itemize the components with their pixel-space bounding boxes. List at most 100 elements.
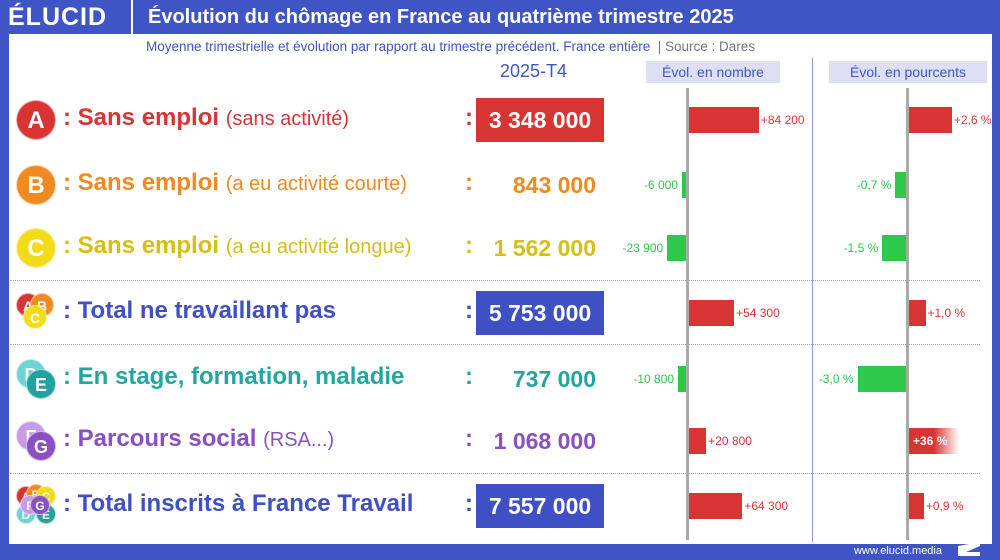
pct-label: +2,6 % bbox=[953, 113, 992, 127]
table-row: B: Sans emploi (a eu activité courte):84… bbox=[0, 159, 1000, 219]
row-label-main: : Parcours social bbox=[63, 425, 257, 452]
delta-label: -23 900 bbox=[622, 241, 664, 255]
category-badge: FG bbox=[16, 421, 56, 461]
row-label: : Parcours social (RSA...) bbox=[63, 425, 334, 453]
pct-bar bbox=[909, 300, 926, 326]
row-label-main: : Sans emploi bbox=[63, 169, 220, 196]
row-value: 1 562 000 bbox=[493, 235, 596, 261]
pct-label: +36 % bbox=[913, 434, 948, 448]
row-separator bbox=[10, 473, 980, 474]
colon: : bbox=[465, 232, 473, 259]
pct-bar bbox=[857, 366, 907, 392]
delta-label: +54 300 bbox=[736, 306, 780, 320]
period-header: 2025-T4 bbox=[500, 61, 568, 81]
pct-label: +1,0 % bbox=[927, 306, 966, 320]
delta-bar bbox=[689, 428, 707, 454]
badge-e: E bbox=[26, 369, 56, 399]
delta-bar bbox=[682, 172, 687, 198]
delta-label: +64 300 bbox=[744, 499, 789, 513]
delta-label: -10 800 bbox=[633, 372, 675, 386]
colon: : bbox=[465, 297, 473, 324]
header: ÉLUCID Évolution du chômage en France au… bbox=[0, 0, 1000, 34]
pct-bar bbox=[909, 107, 952, 133]
row-label-main: : Total inscrits à France Travail bbox=[63, 490, 414, 517]
row-label: : Sans emploi (a eu activité longue) bbox=[63, 232, 411, 260]
table-row: C: Sans emploi (a eu activité longue):1 … bbox=[0, 222, 1000, 282]
colon: : bbox=[465, 490, 473, 517]
col-header-number: Évol. en nombre bbox=[646, 61, 780, 83]
pct-label: -3,0 % bbox=[818, 372, 854, 386]
category-badge: B bbox=[16, 165, 56, 205]
table-row: ABC : Total ne travaillant pas :5 753 000… bbox=[0, 287, 1000, 347]
category-badge: ABCDEFG bbox=[16, 484, 56, 526]
category-badge: A bbox=[16, 100, 56, 140]
row-label-sub: (RSA...) bbox=[263, 429, 335, 451]
row-label-sub: (a eu activité courte) bbox=[225, 173, 407, 195]
source: Source : Dares bbox=[665, 39, 756, 54]
pct-label: +0,9 % bbox=[925, 499, 964, 513]
row-label: : En stage, formation, maladie bbox=[63, 363, 404, 391]
delta-label: +84 200 bbox=[760, 113, 805, 127]
pct-bar bbox=[895, 172, 907, 198]
subtitle: Moyenne trimestrielle et évolution par r… bbox=[146, 39, 755, 54]
delta-bar bbox=[689, 493, 743, 519]
zero-axis-percent bbox=[906, 88, 909, 540]
row-label-main: : En stage, formation, maladie bbox=[63, 363, 405, 390]
badge-c: C bbox=[16, 228, 56, 268]
badge-b: B bbox=[16, 165, 56, 205]
row-value: 843 000 bbox=[512, 172, 596, 198]
category-badge: ABC bbox=[16, 293, 56, 333]
header-divider bbox=[131, 0, 133, 34]
colon: : bbox=[465, 363, 473, 390]
pct-bar bbox=[882, 235, 907, 261]
pct-bar bbox=[909, 428, 959, 454]
badge-a: A bbox=[16, 100, 56, 140]
table-row: DE : En stage, formation, maladie : 737 00… bbox=[0, 353, 1000, 413]
table-row: FG: Parcours social (RSA...):1 068 000+2… bbox=[0, 415, 1000, 475]
row-separator bbox=[10, 344, 980, 345]
colon: : bbox=[465, 104, 473, 131]
badge-g: G bbox=[30, 495, 50, 515]
column-divider bbox=[812, 58, 813, 542]
row-value: 737 000 bbox=[512, 366, 596, 392]
col-header-percent: Évol. en pourcents bbox=[829, 61, 987, 83]
row-label: : Sans emploi (a eu activité courte) bbox=[63, 169, 407, 197]
category-badge: C bbox=[16, 228, 56, 268]
row-value: 7 557 000 bbox=[476, 484, 604, 528]
table-row: ABCDEFG : Total inscrits à France Travail… bbox=[0, 480, 1000, 540]
row-label-main: : Total ne travaillant pas bbox=[63, 297, 336, 324]
row-separator bbox=[10, 280, 980, 281]
row-value: 5 753 000 bbox=[476, 291, 604, 335]
table-row: A: Sans emploi (sans activité):3 348 000… bbox=[0, 94, 1000, 154]
row-label-main: : Sans emploi bbox=[63, 232, 220, 259]
elucid-flag-icon bbox=[958, 542, 980, 556]
delta-label: +20 800 bbox=[708, 434, 752, 448]
row-label: : Sans emploi (sans activité) bbox=[63, 104, 349, 132]
page-title: Évolution du chômage en France au quatri… bbox=[148, 6, 734, 28]
row-label-sub: (sans activité) bbox=[225, 108, 350, 130]
pct-label: -1,5 % bbox=[843, 241, 879, 255]
pct-bar bbox=[909, 493, 924, 519]
category-badge: DE bbox=[16, 359, 56, 399]
badge-g: G bbox=[26, 431, 56, 461]
row-label-sub: (a eu activité longue) bbox=[225, 236, 412, 258]
footer-url[interactable]: www.elucid.media bbox=[853, 545, 942, 557]
delta-bar bbox=[689, 107, 759, 133]
row-label: : Total inscrits à France Travail bbox=[63, 490, 413, 518]
elucid-logo: ÉLUCID bbox=[8, 3, 108, 31]
delta-bar bbox=[689, 300, 735, 326]
badge-c: C bbox=[23, 305, 47, 329]
row-label: : Total ne travaillant pas bbox=[63, 297, 336, 325]
zero-axis-number bbox=[686, 88, 689, 540]
pct-label: -0,7 % bbox=[856, 178, 892, 192]
colon: : bbox=[465, 169, 473, 196]
delta-bar bbox=[667, 235, 687, 261]
source-separator: | bbox=[654, 39, 666, 54]
row-value: 1 068 000 bbox=[493, 428, 596, 454]
colon: : bbox=[465, 425, 473, 452]
delta-bar bbox=[678, 366, 687, 392]
row-label-main: : Sans emploi bbox=[63, 104, 220, 131]
row-value: 3 348 000 bbox=[476, 98, 604, 142]
delta-label: -6 000 bbox=[644, 178, 679, 192]
subtitle-text: Moyenne trimestrielle et évolution par r… bbox=[146, 39, 651, 54]
